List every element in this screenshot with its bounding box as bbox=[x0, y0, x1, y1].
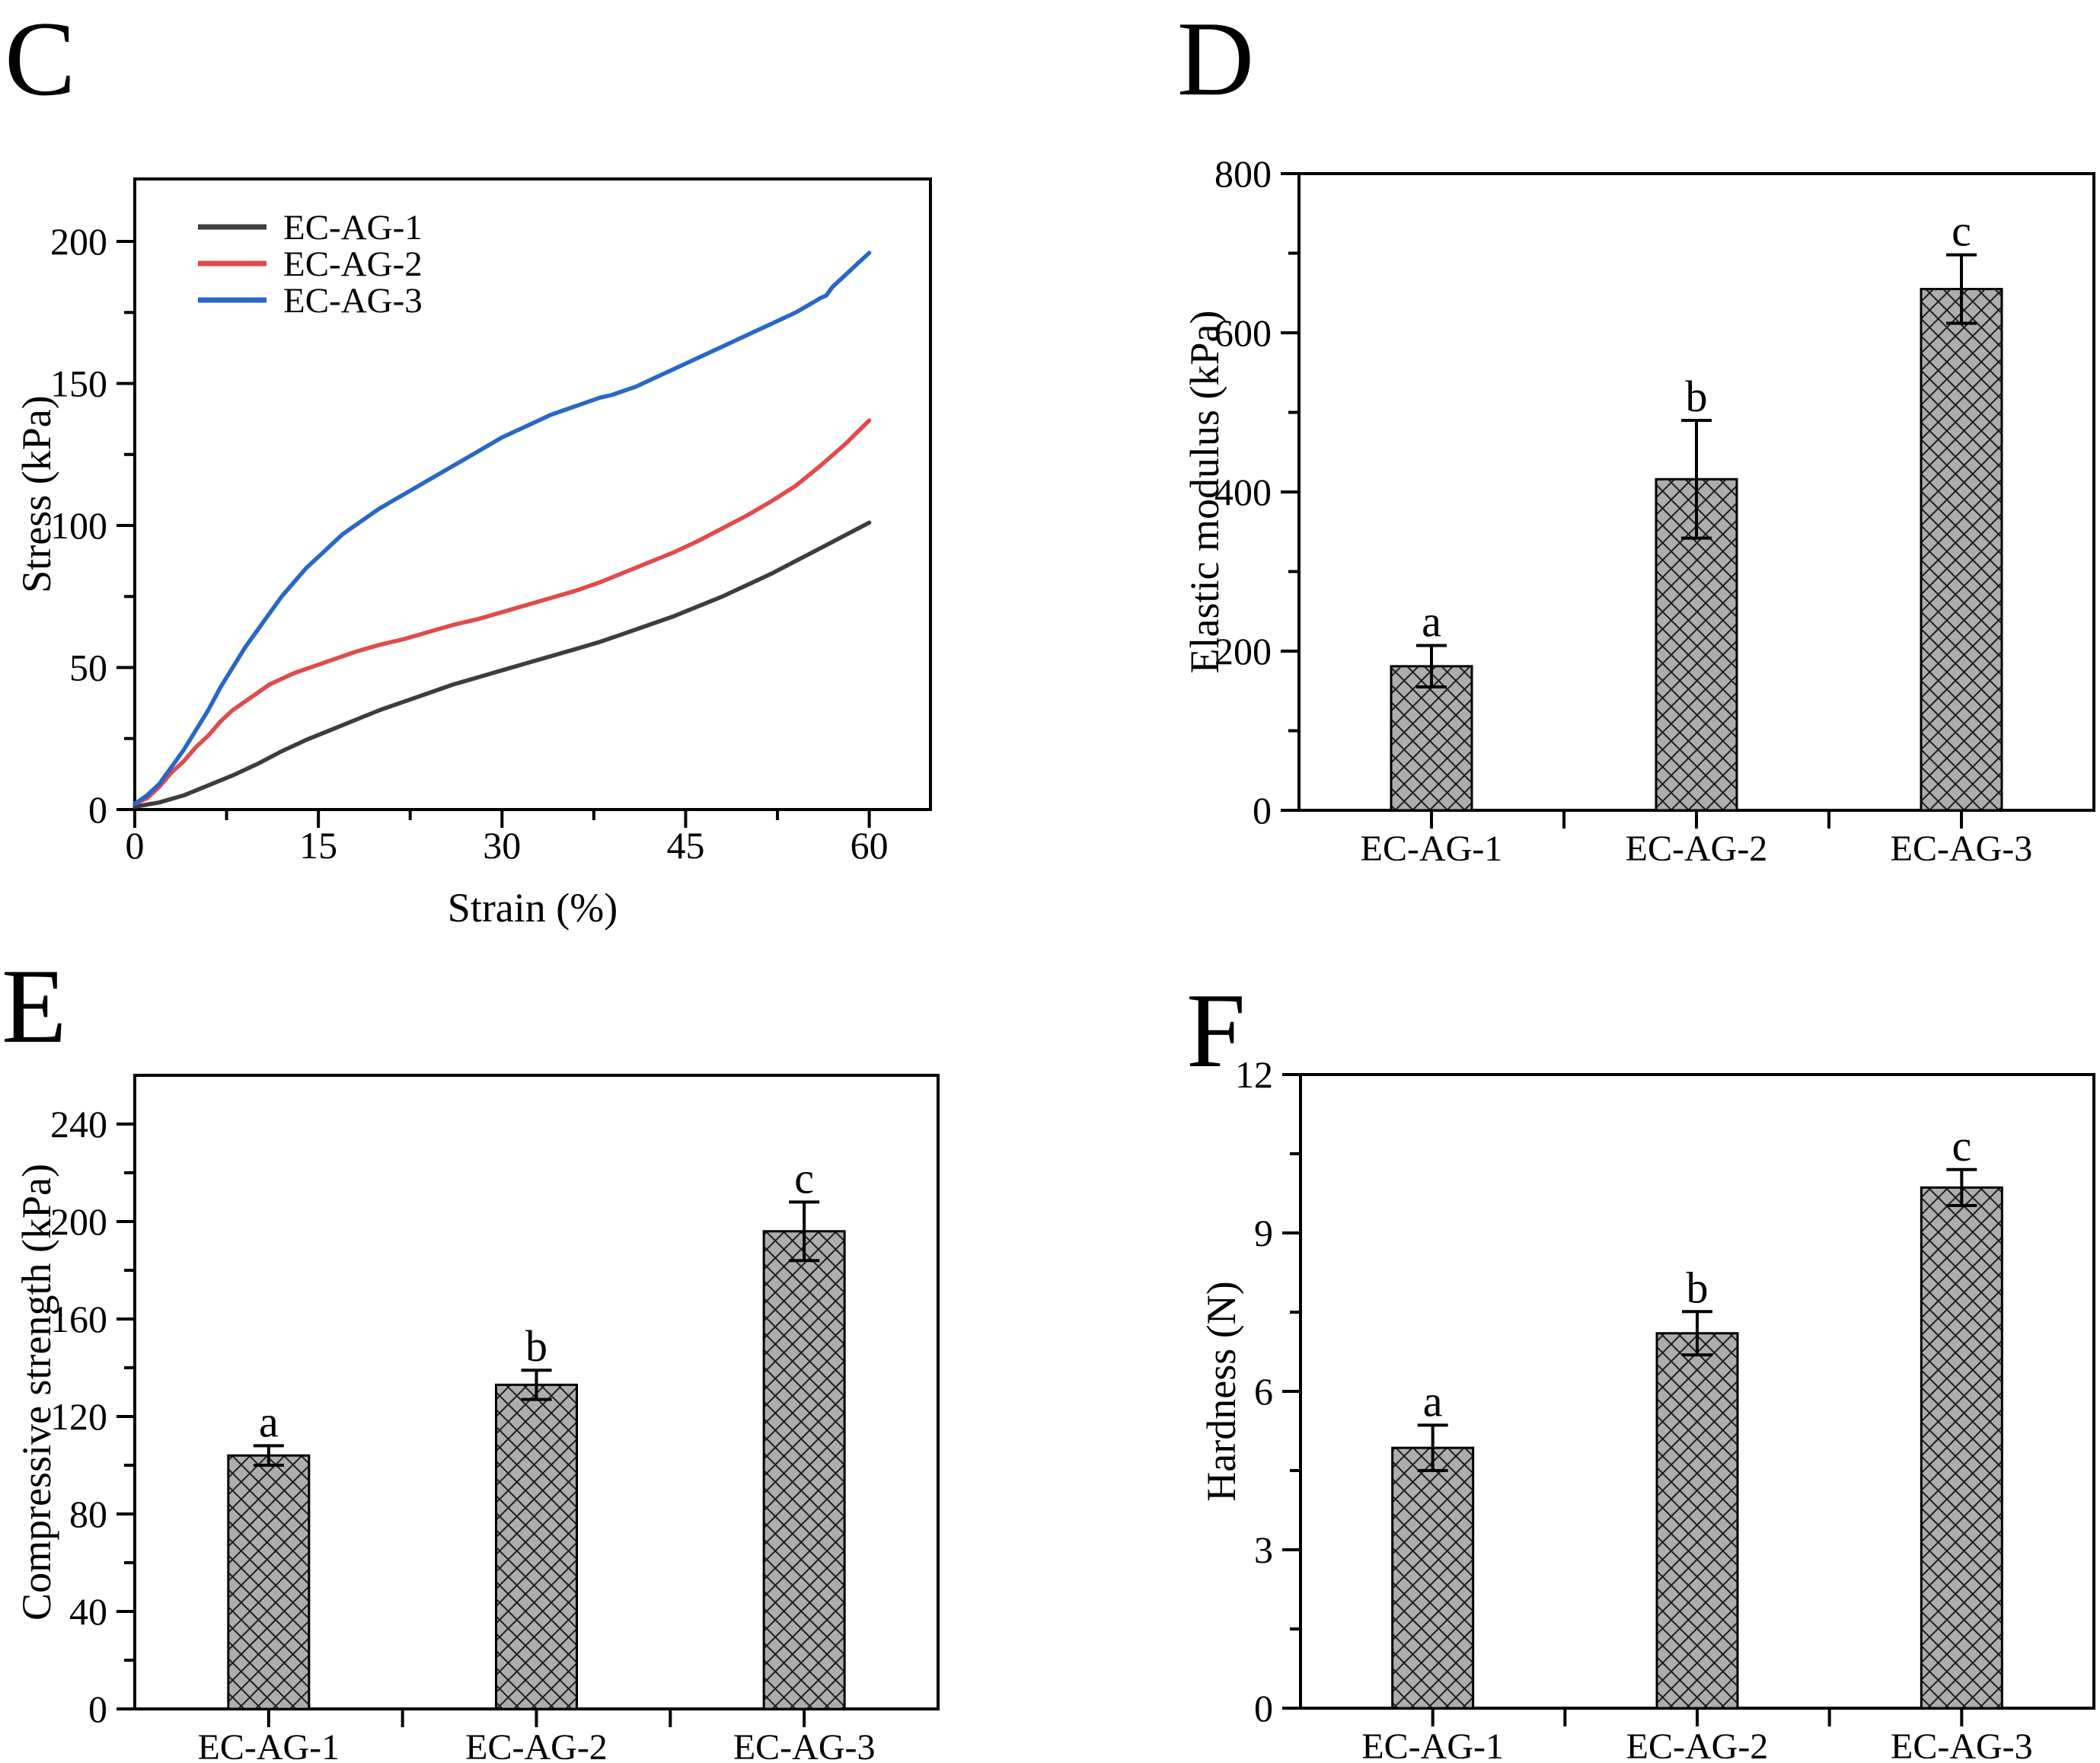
y-axis-title: Stress (kPa) bbox=[14, 395, 59, 592]
sig-letter-c: c bbox=[794, 1153, 814, 1202]
bar-ec-ag-2 bbox=[1655, 1332, 1739, 1710]
y-tick-label: 200 bbox=[50, 1200, 107, 1243]
error-bar-ec-ag-2 bbox=[1681, 418, 1712, 540]
panel-label-f: F bbox=[1186, 972, 1246, 1090]
y-tick-label: 400 bbox=[1214, 471, 1272, 513]
panel-label-c: C bbox=[5, 0, 76, 118]
y-tick-label: 120 bbox=[50, 1395, 107, 1438]
y-tick-label: 200 bbox=[1214, 630, 1272, 672]
y-tick-label: 200 bbox=[50, 220, 107, 263]
x-tick-label: 15 bbox=[299, 824, 337, 867]
error-bar-ec-ag-1 bbox=[253, 1444, 284, 1467]
sig-letter-b: b bbox=[1687, 1263, 1709, 1312]
error-bar-ec-ag-1 bbox=[1417, 1423, 1448, 1472]
legend-label: EC-AG-3 bbox=[283, 281, 423, 321]
sig-letter-c: c bbox=[1952, 206, 1971, 256]
error-bar-ec-ag-2 bbox=[1682, 1310, 1712, 1357]
y-tick-label: 12 bbox=[1235, 1053, 1273, 1096]
legend: EC-AG-1EC-AG-2EC-AG-3 bbox=[198, 208, 423, 321]
y-tick-label: 6 bbox=[1254, 1370, 1273, 1413]
x-category-label: EC-AG-2 bbox=[465, 1727, 608, 1763]
y-tick-label: 600 bbox=[1214, 311, 1272, 354]
bar-ec-ag-3 bbox=[1920, 288, 2003, 812]
bar-ec-ag-2 bbox=[495, 1383, 578, 1710]
y-tick-label: 0 bbox=[1253, 789, 1272, 832]
panel-f-bar-chart: 0 3 6 9 12 Hardness (N) a EC-AG-1 b EC-AG-2 c EC-AG… bbox=[1198, 1053, 2095, 1763]
y-tick-label: 9 bbox=[1254, 1212, 1273, 1254]
y-tick-label: 160 bbox=[50, 1298, 107, 1340]
legend-label: EC-AG-2 bbox=[283, 244, 423, 284]
sig-letter-a: a bbox=[1423, 1376, 1443, 1426]
sig-letter-b: b bbox=[525, 1321, 547, 1371]
x-category-label: EC-AG-1 bbox=[1361, 1726, 1504, 1763]
x-category-label: EC-AG-1 bbox=[198, 1727, 340, 1763]
y-tick-label: 150 bbox=[50, 363, 107, 405]
x-category-label: EC-AG-2 bbox=[1626, 1726, 1769, 1763]
y-tick-label: 0 bbox=[88, 788, 107, 831]
x-category-label: EC-AG-3 bbox=[733, 1727, 876, 1763]
x-category-label: EC-AG-2 bbox=[1626, 829, 1768, 869]
sig-letter-a: a bbox=[1422, 597, 1441, 647]
legend-label: EC-AG-1 bbox=[283, 208, 423, 248]
x-tick-label: 45 bbox=[666, 824, 704, 867]
x-category-label: EC-AG-3 bbox=[1891, 1726, 2033, 1763]
y-tick-label: 50 bbox=[69, 647, 107, 689]
panel-label-d: D bbox=[1177, 0, 1255, 118]
series-line-ec-ag-3 bbox=[132, 251, 872, 806]
panel-d-bar-chart: 0 200 400 600 800 Elastic modulus (kPa) a EC-AG… bbox=[1182, 152, 2095, 869]
y-tick-label: 0 bbox=[1254, 1687, 1273, 1729]
x-tick-label: 30 bbox=[483, 824, 521, 867]
error-bar-ec-ag-2 bbox=[521, 1369, 552, 1401]
y-tick-label: 3 bbox=[1254, 1528, 1273, 1571]
sig-letter-c: c bbox=[1952, 1121, 1971, 1171]
x-category-label: EC-AG-1 bbox=[1361, 829, 1503, 869]
error-bar-ec-ag-3 bbox=[1946, 253, 1977, 325]
series-line-ec-ag-1 bbox=[132, 520, 872, 810]
sig-letter-a: a bbox=[259, 1397, 279, 1446]
error-bar-ec-ag-1 bbox=[1416, 644, 1447, 689]
x-category-label: EC-AG-3 bbox=[1891, 829, 2033, 869]
series-line-ec-ag-2 bbox=[132, 418, 872, 806]
y-axis-title: Hardness (N) bbox=[1198, 1281, 1244, 1501]
panel-e-bar-chart: 0 40 80 120 160 200 240 Compressive strength (k… bbox=[14, 1074, 940, 1763]
x-axis-title: Strain (%) bbox=[448, 885, 618, 931]
sig-letter-b: b bbox=[1686, 372, 1708, 421]
panel-label-e: E bbox=[2, 947, 67, 1065]
y-tick-label: 40 bbox=[69, 1590, 107, 1633]
x-tick-label: 60 bbox=[851, 824, 889, 867]
error-bar-ec-ag-3 bbox=[789, 1200, 820, 1263]
y-tick-label: 240 bbox=[50, 1103, 107, 1145]
error-bar-ec-ag-3 bbox=[1946, 1167, 1977, 1207]
panel-c-line-chart: 0 50 100 150 200 Stress (kPa) 0 15 30 45 60 Strain … bbox=[14, 177, 932, 931]
y-tick-label: 80 bbox=[69, 1493, 107, 1535]
bar-ec-ag-1 bbox=[1391, 1446, 1475, 1710]
plot-box bbox=[133, 177, 932, 811]
y-tick-label: 100 bbox=[50, 504, 107, 547]
y-tick-label: 0 bbox=[88, 1688, 107, 1730]
y-axis-title: Compressive strength (kPa) bbox=[14, 1164, 59, 1621]
bar-ec-ag-3 bbox=[762, 1230, 846, 1710]
y-axis-title: Elastic modulus (kPa) bbox=[1182, 311, 1227, 674]
bar-ec-ag-1 bbox=[227, 1454, 311, 1710]
x-tick-label: 0 bbox=[126, 824, 145, 867]
y-tick-label: 800 bbox=[1214, 152, 1272, 195]
bar-ec-ag-3 bbox=[1920, 1186, 2003, 1710]
